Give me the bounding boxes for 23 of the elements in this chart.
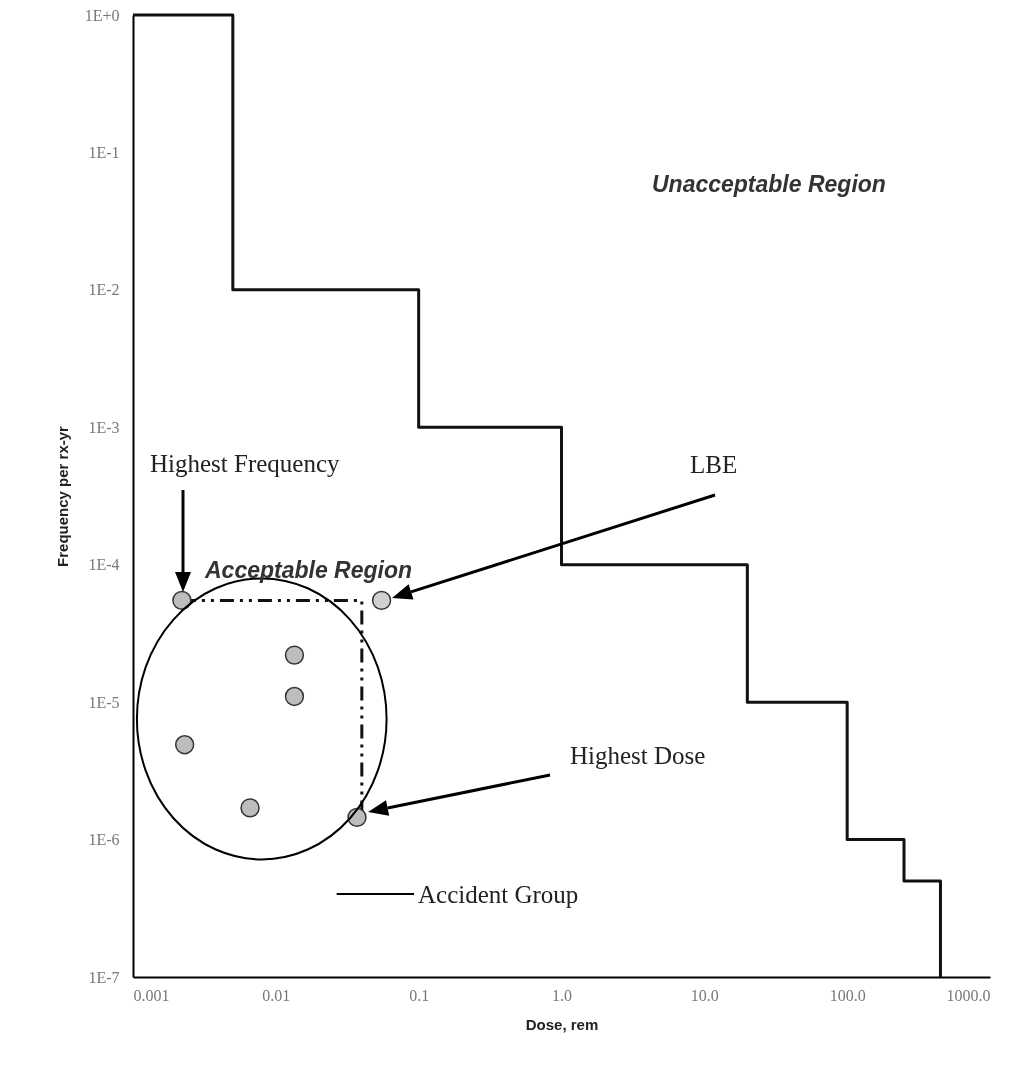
annotation: Unacceptable Region <box>652 171 886 197</box>
annotation: Highest Dose <box>570 742 706 769</box>
annotation: Accident Group <box>418 881 579 908</box>
y-tick-label: 1E-4 <box>88 556 120 574</box>
y-tick-label: 1E-5 <box>88 693 120 711</box>
y-tick-label: 1E-1 <box>88 143 120 161</box>
x-axis-title: Dose, rem <box>525 1015 599 1033</box>
annotation: LBE <box>690 451 738 478</box>
y-tick-label: 1E-7 <box>88 968 120 986</box>
y-axis-title: Frequency per rx-yr <box>53 425 71 567</box>
y-tick-label: 1E-2 <box>88 281 120 299</box>
y-tick-label: 1E-6 <box>88 831 120 849</box>
annotation: Acceptable Region <box>204 557 413 583</box>
y-tick-label: 1E+0 <box>84 6 120 24</box>
x-tick-label: 100.0 <box>829 986 866 1004</box>
x-tick-label: 0.01 <box>262 986 291 1004</box>
x-tick-label: 10.0 <box>690 986 719 1004</box>
x-tick-label: 0.001 <box>133 986 170 1004</box>
x-tick-label: 1.0 <box>552 986 572 1004</box>
y-tick-label: 1E-3 <box>88 418 120 436</box>
annotation: Highest Frequency <box>150 450 341 477</box>
x-tick-label: 1000.0 <box>946 986 991 1004</box>
x-tick-label: 0.1 <box>409 986 430 1004</box>
